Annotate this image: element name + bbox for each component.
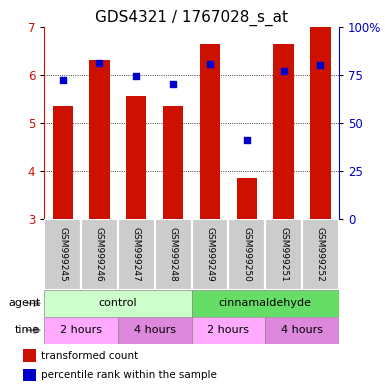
Text: agent: agent: [8, 298, 40, 308]
Bar: [81, 219, 118, 290]
Point: [170, 81, 176, 87]
Point: [60, 76, 66, 83]
Text: cinnamaldehyde: cinnamaldehyde: [219, 298, 312, 308]
Point: [244, 137, 250, 143]
Bar: [23, 349, 36, 362]
Bar: [118, 219, 155, 290]
Point: [133, 73, 139, 79]
Text: 2 hours: 2 hours: [208, 325, 249, 335]
Text: GSM999248: GSM999248: [169, 227, 177, 282]
Text: GSM999249: GSM999249: [206, 227, 214, 282]
Bar: [265, 317, 339, 344]
Bar: [118, 317, 192, 344]
Point: [207, 61, 213, 68]
Text: GSM999252: GSM999252: [316, 227, 325, 282]
Bar: [53, 106, 73, 219]
Point: [281, 68, 287, 74]
Title: GDS4321 / 1767028_s_at: GDS4321 / 1767028_s_at: [95, 9, 288, 25]
Bar: [23, 369, 36, 381]
Bar: [126, 96, 146, 219]
Text: control: control: [99, 298, 137, 308]
Bar: [302, 219, 339, 290]
Point: [96, 60, 102, 66]
Text: GSM999245: GSM999245: [58, 227, 67, 282]
Bar: [192, 219, 228, 290]
Bar: [200, 44, 220, 219]
Text: transformed count: transformed count: [42, 351, 139, 361]
Bar: [44, 290, 192, 317]
Bar: [273, 44, 294, 219]
Text: GSM999251: GSM999251: [279, 227, 288, 282]
Text: percentile rank within the sample: percentile rank within the sample: [42, 370, 217, 380]
Bar: [163, 106, 183, 219]
Bar: [237, 178, 257, 219]
Bar: [192, 290, 339, 317]
Text: 4 hours: 4 hours: [281, 325, 323, 335]
Bar: [44, 219, 81, 290]
Text: time: time: [15, 325, 40, 335]
Bar: [228, 219, 265, 290]
Bar: [265, 219, 302, 290]
Text: 2 hours: 2 hours: [60, 325, 102, 335]
Point: [317, 62, 323, 68]
Bar: [310, 27, 330, 219]
Bar: [89, 61, 110, 219]
Text: GSM999250: GSM999250: [242, 227, 251, 282]
Bar: [155, 219, 192, 290]
Text: GSM999247: GSM999247: [132, 227, 141, 282]
Bar: [44, 317, 118, 344]
Text: GSM999246: GSM999246: [95, 227, 104, 282]
Bar: [192, 317, 265, 344]
Text: 4 hours: 4 hours: [134, 325, 176, 335]
